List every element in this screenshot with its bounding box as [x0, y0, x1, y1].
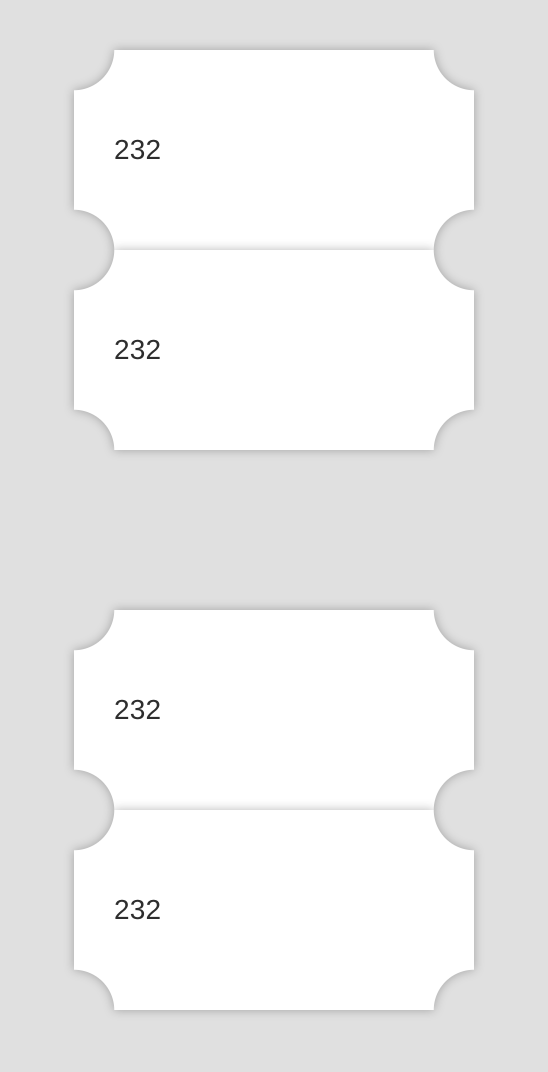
ticket-stub-bottom: 232	[74, 250, 474, 450]
ticket-stub-top: 232	[74, 50, 474, 250]
ticket-number: 232	[114, 894, 162, 925]
ticket-stub-bottom: 232	[74, 810, 474, 1010]
ticket-number: 232	[114, 694, 162, 725]
ticket-stub-top: 232	[74, 610, 474, 810]
ticket-number: 232	[114, 134, 162, 165]
ticket-card-1: 232 232	[74, 50, 474, 450]
ticket-card-2: 232 232	[74, 610, 474, 1010]
ticket-number: 232	[114, 334, 162, 365]
